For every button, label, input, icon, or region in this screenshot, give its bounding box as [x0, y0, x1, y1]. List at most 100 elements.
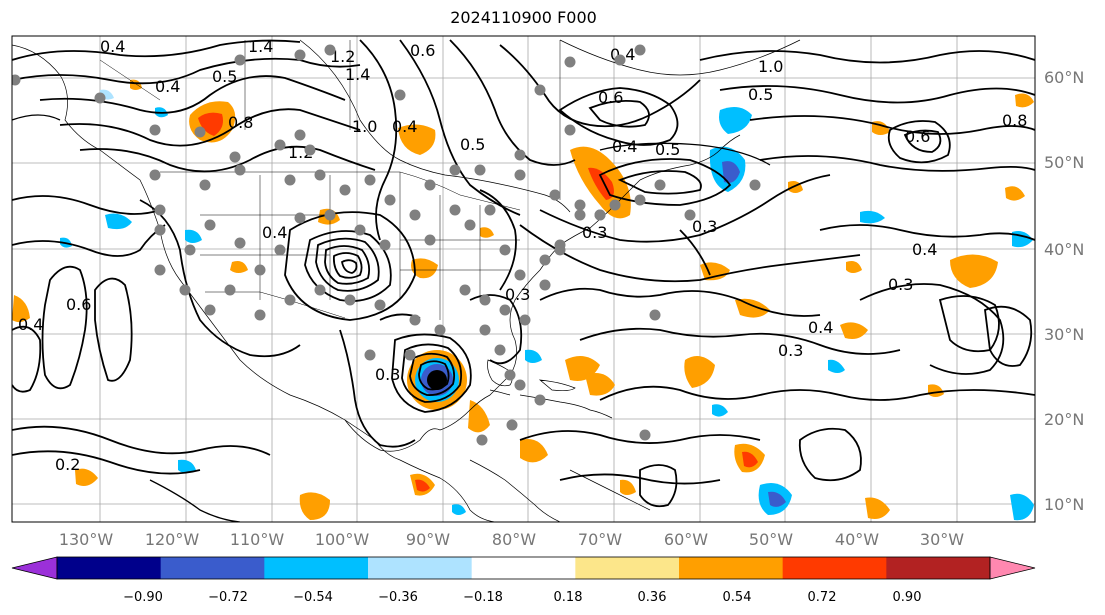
contour-label: 0.6: [410, 41, 435, 60]
station-dot: [364, 174, 376, 186]
station-dot: [254, 309, 266, 321]
colorbar-tick-label: −0.18: [463, 590, 503, 605]
station-dot: [464, 219, 476, 231]
contour-label: 0.2: [55, 455, 80, 474]
station-dot: [564, 56, 576, 68]
contour-label: 1.4: [345, 65, 370, 84]
contour-label: 0.8: [1002, 111, 1027, 130]
station-dot: [224, 284, 236, 296]
station-dot: [494, 344, 506, 356]
contour-lines: [12, 39, 1035, 522]
station-dot: [554, 244, 566, 256]
lon-label: 130°W: [59, 530, 114, 549]
map-title: 2024110900 F000: [450, 8, 597, 27]
lat-label: 40°N: [1044, 240, 1084, 259]
station-dot: [364, 349, 376, 361]
station-dot: [639, 429, 651, 441]
colorbar-band: [679, 557, 784, 579]
station-dot: [476, 434, 488, 446]
station-dot: [204, 219, 216, 231]
contour-label: 0.3: [582, 223, 607, 242]
contour-label: 0.3: [778, 341, 803, 360]
station-dot: [149, 169, 161, 181]
station-dot: [204, 304, 216, 316]
station-dot: [234, 237, 246, 249]
contour-label: 0.4: [155, 77, 180, 96]
station-dot: [284, 174, 296, 186]
station-dot: [409, 314, 421, 326]
station-dot: [514, 169, 526, 181]
contour-label: 0.4: [912, 240, 937, 259]
plot-frame: [11, 35, 1036, 523]
station-dot: [294, 129, 306, 141]
station-dot: [314, 169, 326, 181]
lon-label: 120°W: [145, 530, 200, 549]
contour-labels: 0.4 1.4 1.2 0.6 0.5 0.4 1.4 0.8 1.0 1.2 …: [18, 37, 1027, 474]
lon-label: 60°W: [664, 530, 708, 549]
station-dot: [424, 234, 436, 246]
station-dot: [184, 244, 196, 256]
contour-label: 0.3: [375, 365, 400, 384]
station-dot: [434, 324, 446, 336]
colorbar-tick-label: −0.36: [378, 590, 418, 605]
colorbar-tick-label: −0.90: [123, 590, 163, 605]
lon-label: 70°W: [578, 530, 622, 549]
station-dot: [549, 189, 561, 201]
station-dot: [324, 209, 336, 221]
station-dot: [229, 151, 241, 163]
contour-label: 0.8: [228, 113, 253, 132]
station-dot: [749, 179, 761, 191]
colorbar-band: [264, 557, 369, 579]
colorbar-tick-label: 0.54: [723, 590, 752, 605]
colorbar-band: [575, 557, 680, 579]
lon-label: 110°W: [230, 530, 285, 549]
station-dot: [324, 44, 336, 56]
station-dot: [274, 139, 286, 151]
station-dot: [149, 124, 161, 136]
colorbar-tick-label: 0.72: [808, 590, 837, 605]
colorbar-tick-label: −0.54: [293, 590, 333, 605]
colorbar-band: [368, 557, 473, 579]
colorbar-extend-high: [989, 556, 1036, 580]
colorbar-tick-label: 0.90: [893, 590, 922, 605]
station-dot: [514, 149, 526, 161]
lon-label: 80°W: [492, 530, 536, 549]
station-dot: [499, 244, 511, 256]
station-dot: [479, 294, 491, 306]
contour-label: 0.5: [212, 67, 237, 86]
colorbar-tick-label: 0.36: [638, 590, 667, 605]
contour-label: 0.4: [262, 223, 287, 242]
contour-label: 0.4: [100, 37, 125, 56]
station-dot: [304, 144, 316, 156]
station-dot: [459, 284, 471, 296]
station-dot: [234, 164, 246, 176]
station-dot: [339, 184, 351, 196]
contour-label: 1.0: [758, 57, 783, 76]
station-dot: [294, 212, 306, 224]
station-dot: [234, 54, 246, 66]
contour-label: 0.3: [692, 217, 717, 236]
station-dot: [574, 209, 586, 221]
lon-label: 30°W: [920, 530, 964, 549]
colorbar: [11, 556, 1036, 580]
station-dots: [12, 44, 761, 446]
station-dot: [424, 179, 436, 191]
station-dot: [274, 244, 286, 256]
station-dot: [614, 54, 626, 66]
gridlines: [12, 36, 1035, 522]
lat-label: 30°N: [1044, 325, 1084, 344]
station-dot: [449, 164, 461, 176]
station-dot: [154, 204, 166, 216]
station-dot: [484, 204, 496, 216]
contour-label: 0.4: [808, 318, 833, 337]
station-dot: [294, 49, 306, 61]
station-dot: [684, 209, 696, 221]
station-dot: [409, 209, 421, 221]
contour-label: 0.3: [505, 285, 530, 304]
station-dot: [506, 419, 518, 431]
colorbar-band: [886, 557, 991, 579]
station-dot: [514, 379, 526, 391]
station-dot: [534, 84, 546, 96]
contour-label: 0.4: [612, 137, 637, 156]
station-dot: [384, 194, 396, 206]
